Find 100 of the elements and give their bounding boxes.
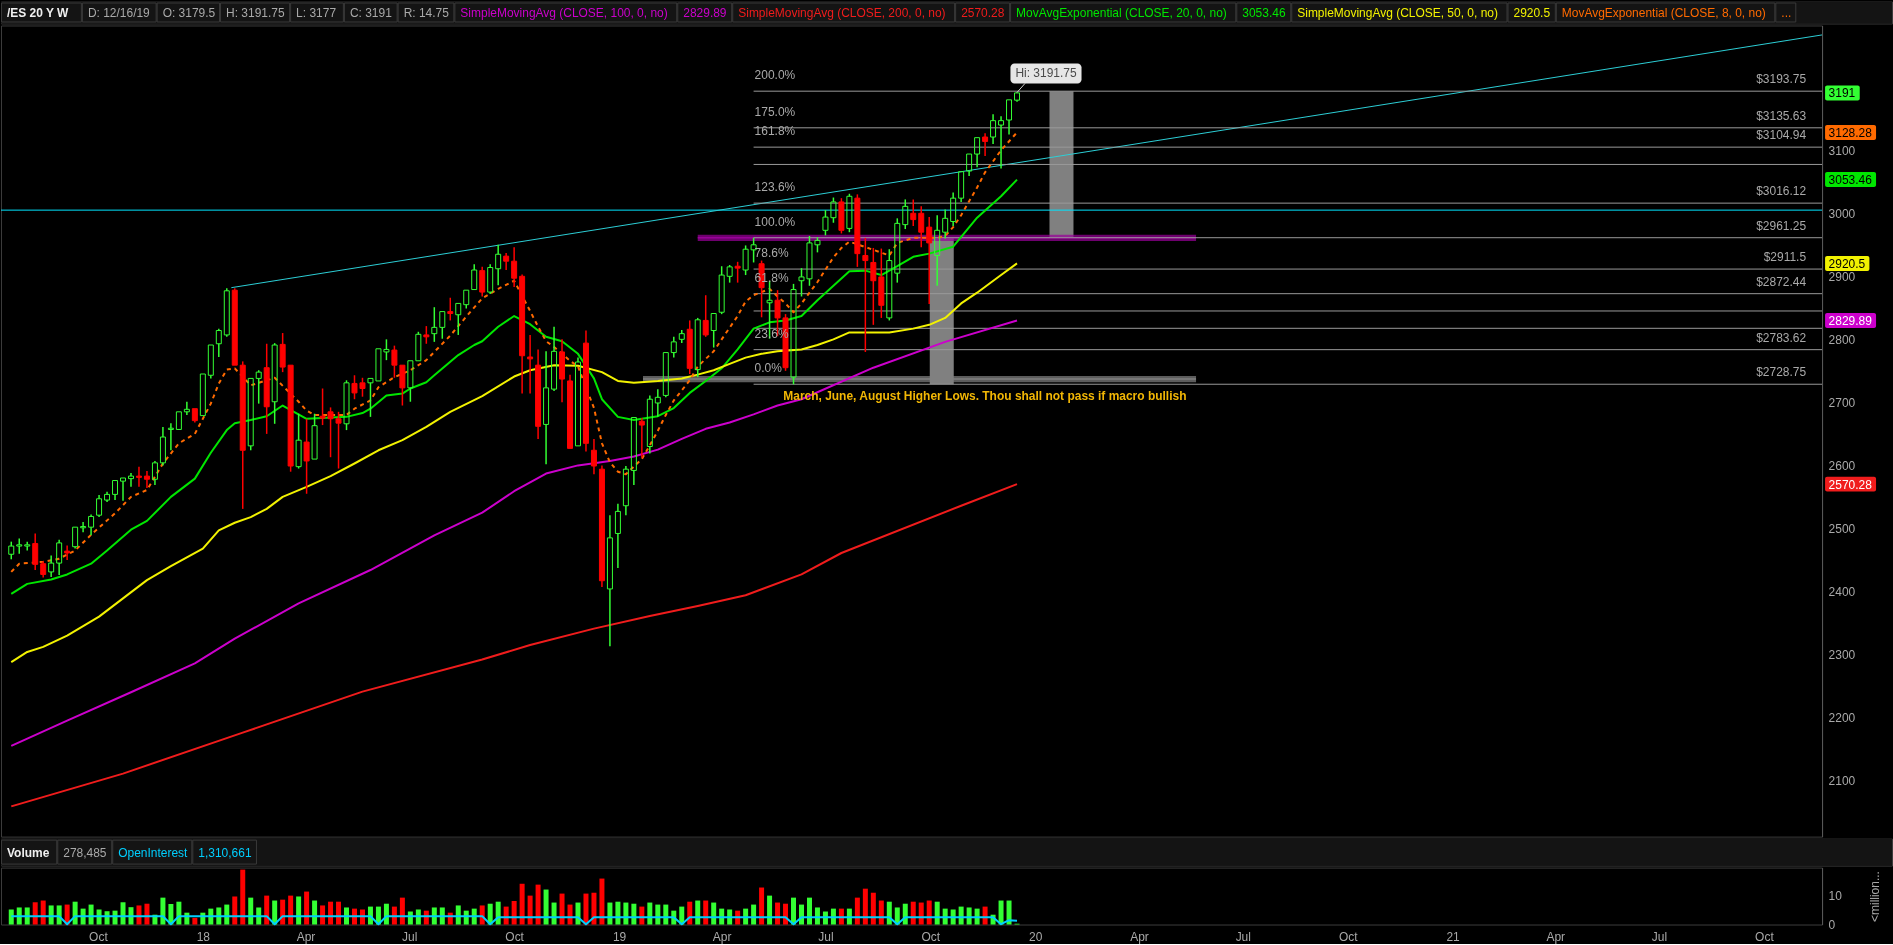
candlestick [942,208,949,240]
bar [631,903,637,925]
bar [1006,900,1012,925]
bar [136,905,142,925]
text: OpenInterest [118,845,189,860]
x-tick-label: Jul [1651,930,1668,944]
y-tick-label: 2100 [1828,774,1856,789]
bar [192,917,198,925]
candlestick [982,132,989,157]
y-tick-label: 10 [1828,889,1843,904]
bar [695,900,701,925]
y-tick-label: 3128.28 [1828,125,1873,140]
data-label: $2728.75 [1756,365,1807,380]
candlestick [582,329,589,453]
line-series [10,483,1019,808]
bar [543,889,549,925]
data-label: $2961.25 [1756,218,1807,233]
x-tick-label: Jul [402,930,418,944]
text: MovAvgExponential (CLOSE, 8, 0, no) [1561,5,1766,20]
candlestick [80,521,87,533]
bar [623,902,629,925]
candlestick [950,191,957,227]
x-tick-label: Oct [505,930,525,944]
x-tick-label: Oct [1755,930,1775,944]
candlestick [511,246,518,288]
bar [607,902,613,925]
bar [910,901,916,925]
bar [32,902,38,925]
bar [551,902,557,925]
bar [383,903,389,925]
candlestick [519,273,526,395]
data-label: $3016.12 [1756,184,1807,199]
bar [583,893,589,925]
x-tick-label: 21 [1446,930,1461,944]
bar [304,891,310,925]
text: SimpleMovingAvg (CLOSE, 200, 0, no) [738,5,946,20]
bar [495,901,501,925]
y-tick-label: 2500 [1828,521,1856,536]
bar [703,900,709,925]
bar [806,897,812,925]
x-tick-label: Oct [921,930,941,944]
x-tick-label: Oct [1338,930,1359,944]
bar [336,901,342,925]
y-tick-label: 2570.28 [1828,477,1873,492]
bar [264,895,270,925]
candlestick [670,336,677,359]
text: 3053.46 [1242,5,1286,20]
line-series [10,915,1019,926]
candlestick [910,198,917,227]
bar [120,902,126,925]
text: Hi: 3191.75 [1015,66,1077,81]
data-label: $2783.62 [1756,330,1807,345]
y-tick-label: 2400 [1828,584,1856,599]
candlestick [598,464,605,588]
text: SimpleMovingAvg (CLOSE, 50, 0, no) [1297,5,1498,20]
candlestick [990,113,997,145]
bar [775,902,781,925]
y-tick-label: 3000 [1828,206,1856,221]
x-tick-label: Jul [1235,930,1251,944]
chart-title: Volume [6,845,50,860]
bar [663,904,669,925]
candlestick [143,470,150,489]
annotation: 78.6% [754,246,789,261]
text: ... [1781,5,1792,20]
x-tick-label: Oct [89,930,109,944]
bar [934,901,940,925]
bar [455,905,461,925]
bar [519,883,525,925]
text: 2829.89 [683,5,727,20]
bar [878,900,884,925]
y-tick-label: 3053.46 [1828,173,1873,188]
x-tick-label: Apr [296,930,316,944]
candlestick [590,438,597,475]
bar [655,904,661,925]
x-tick-label: Apr [1546,930,1566,944]
x-tick-label: Apr [1130,930,1149,944]
data-label: $3104.94 [1756,128,1807,143]
annotation: 175.0% [754,104,796,119]
y-axis-title: <million... [1867,871,1882,922]
candlestick [16,537,23,555]
bar [767,895,773,925]
data-label: $2911.5 [1763,250,1807,265]
bar [998,900,1004,925]
chart-title: /ES 20 Y W [6,5,70,20]
y-tick-label: 3191 [1828,86,1856,101]
bar [224,904,230,925]
data-label: $3135.63 [1756,108,1807,123]
annotation: 0.0% [754,361,783,376]
y-tick-label: 0 [1828,918,1836,933]
candlestick [646,394,653,455]
candlestick [495,244,502,286]
bar [272,900,278,925]
candlestick [678,329,685,344]
bar [559,893,565,925]
candlestick [543,350,550,465]
y-tick-label: 2900 [1828,269,1856,284]
candlestick [527,334,534,395]
candlestick [934,214,941,287]
bar [591,892,597,925]
candlestick [654,388,661,418]
